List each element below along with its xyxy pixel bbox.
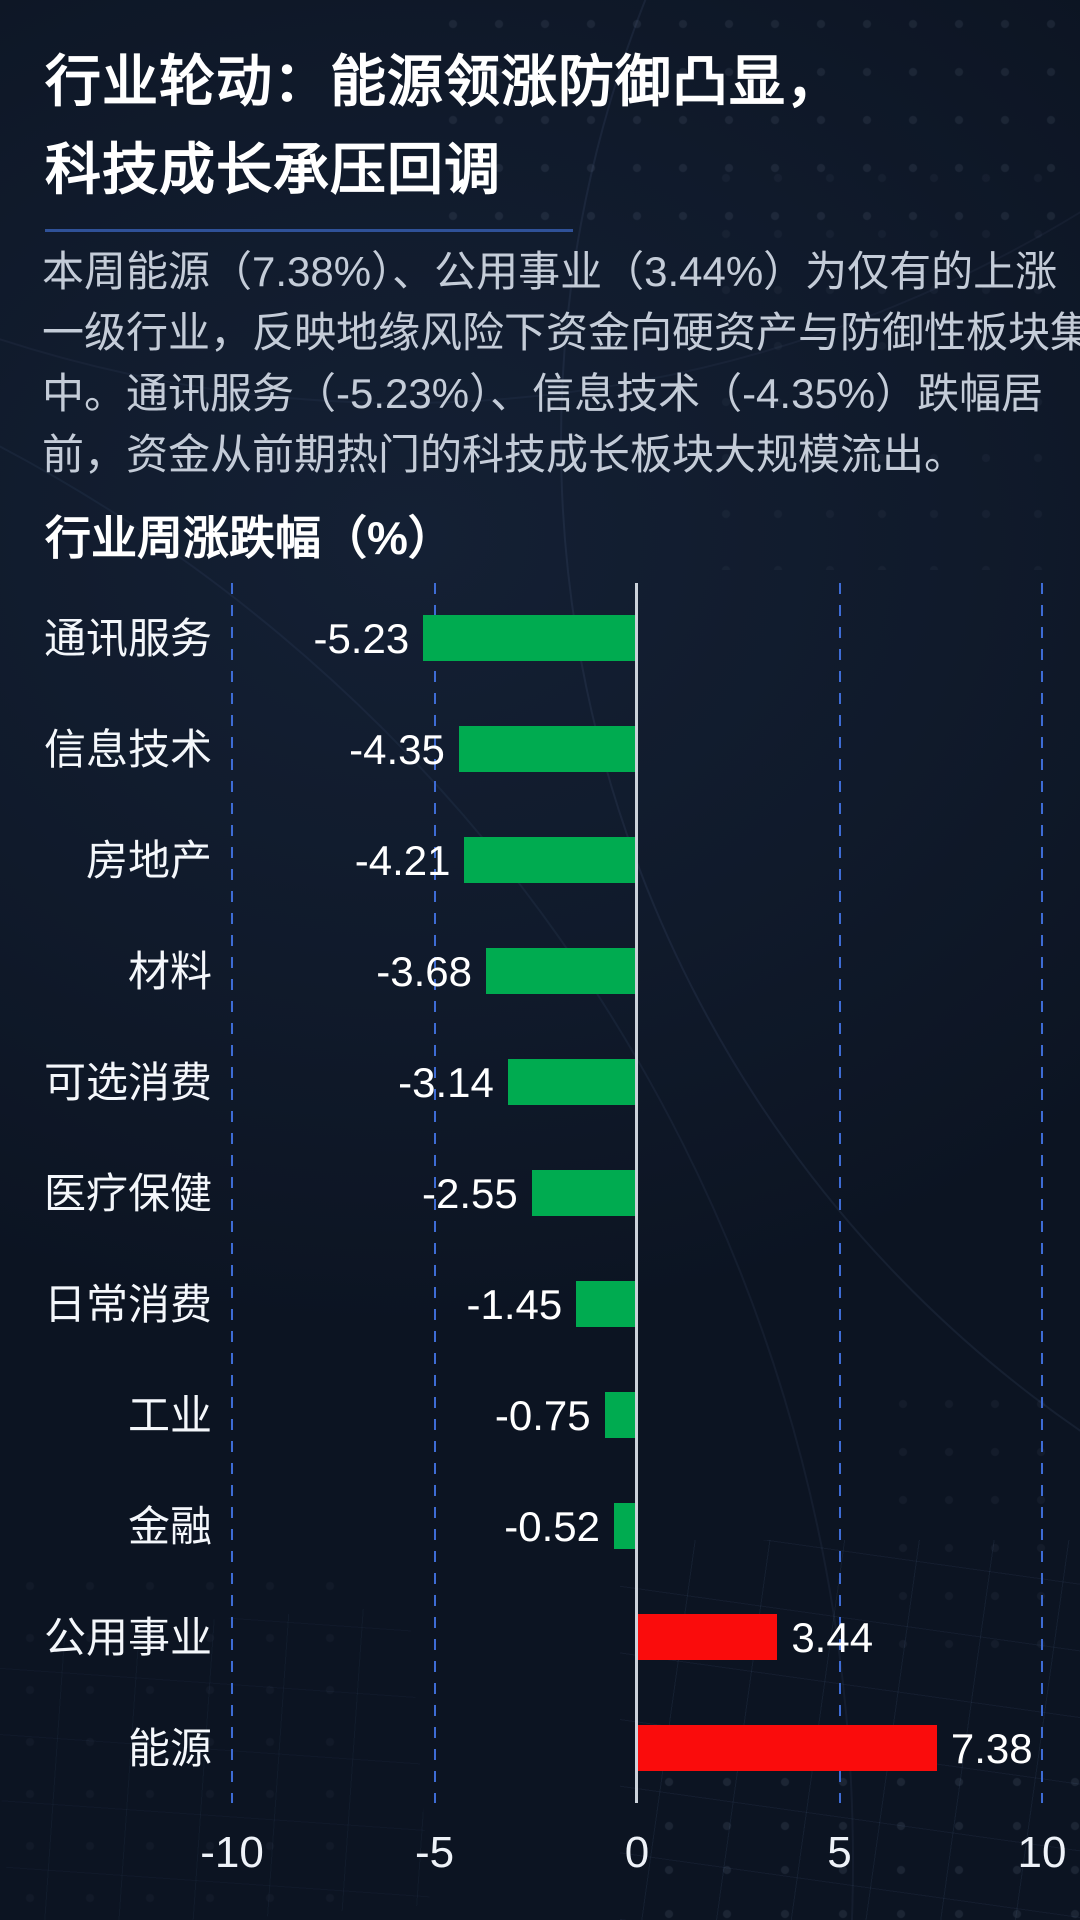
bar <box>458 726 635 772</box>
category-label: 工业 <box>127 1392 212 1439</box>
zero-axis-line <box>635 583 638 1803</box>
value-label: 3.44 <box>791 1614 874 1661</box>
bar <box>464 837 635 883</box>
x-tick-label: 10 <box>1017 1828 1067 1877</box>
bar <box>485 948 635 994</box>
category-label: 材料 <box>127 948 212 995</box>
summary-line: 一级行业，反映地缘风险下资金向硬资产与防御性板块集 <box>42 309 1080 356</box>
title-divider <box>45 229 573 232</box>
category-label: 信息技术 <box>43 726 212 773</box>
bar <box>638 1725 937 1771</box>
category-label: 金融 <box>127 1503 212 1550</box>
bar <box>531 1170 635 1216</box>
category-label: 医疗保健 <box>43 1170 212 1217</box>
category-label: 房地产 <box>85 837 212 884</box>
x-tick-label: -10 <box>200 1828 264 1877</box>
x-tick-label: 0 <box>624 1828 650 1877</box>
bar <box>638 1614 778 1660</box>
bar-chart: 通讯服务 -5.23 信息技术 -4.35 房地产 -4.21 材料 -3.68 可选消费 -3.… <box>0 583 1080 1803</box>
page-title-line2: 科技成长承压回调 <box>45 138 501 201</box>
gridline-dashed <box>1041 583 1043 1803</box>
value-label: -0.52 <box>504 1503 600 1550</box>
summary-line: 中。通讯服务（-5.23%）、信息技术（-4.35%）跌幅居 <box>42 370 1044 417</box>
summary-paragraph: 本周能源（7.38%）、公用事业（3.44%）为仅有的上涨 一级行业，反映地缘风险… <box>42 241 1080 485</box>
bar <box>576 1281 635 1327</box>
value-label: -5.23 <box>313 615 410 662</box>
page-title-line1: 行业轮动：能源领涨防御凸显， <box>45 50 843 113</box>
bar <box>423 615 635 661</box>
gridline-dashed <box>433 583 436 1803</box>
gridline-dashed <box>231 583 233 1803</box>
value-label: -4.35 <box>349 726 445 773</box>
category-label: 能源 <box>127 1725 212 1772</box>
category-label: 可选消费 <box>43 1059 212 1106</box>
category-label: 日常消费 <box>43 1281 212 1328</box>
value-label: -3.14 <box>398 1059 494 1106</box>
chart-title: 行业周涨跌幅（%） <box>45 512 454 564</box>
value-label: -2.55 <box>422 1170 518 1217</box>
value-label: 7.38 <box>950 1725 1033 1772</box>
x-tick-label: 5 <box>827 1828 852 1877</box>
gridline-dashed <box>838 583 841 1803</box>
bar <box>613 1503 635 1549</box>
summary-line: 本周能源（7.38%）、公用事业（3.44%）为仅有的上涨 <box>42 248 1058 295</box>
category-label: 通讯服务 <box>43 615 212 662</box>
page-title: 行业轮动：能源领涨防御凸显， 科技成长承压回调 <box>45 38 1035 214</box>
category-label: 公用事业 <box>43 1614 212 1661</box>
summary-line: 前，资金从前期热门的科技成长板块大规模流出。 <box>42 431 967 478</box>
bar <box>507 1059 635 1105</box>
bar <box>604 1392 635 1438</box>
value-label: -0.75 <box>494 1392 591 1439</box>
x-tick-label: -5 <box>414 1828 455 1877</box>
value-label: -1.45 <box>466 1281 563 1328</box>
value-label: -4.21 <box>354 837 451 884</box>
value-label: -3.68 <box>376 948 472 995</box>
x-axis-labels: -10 -5 0 5 10 <box>0 1826 1080 1886</box>
